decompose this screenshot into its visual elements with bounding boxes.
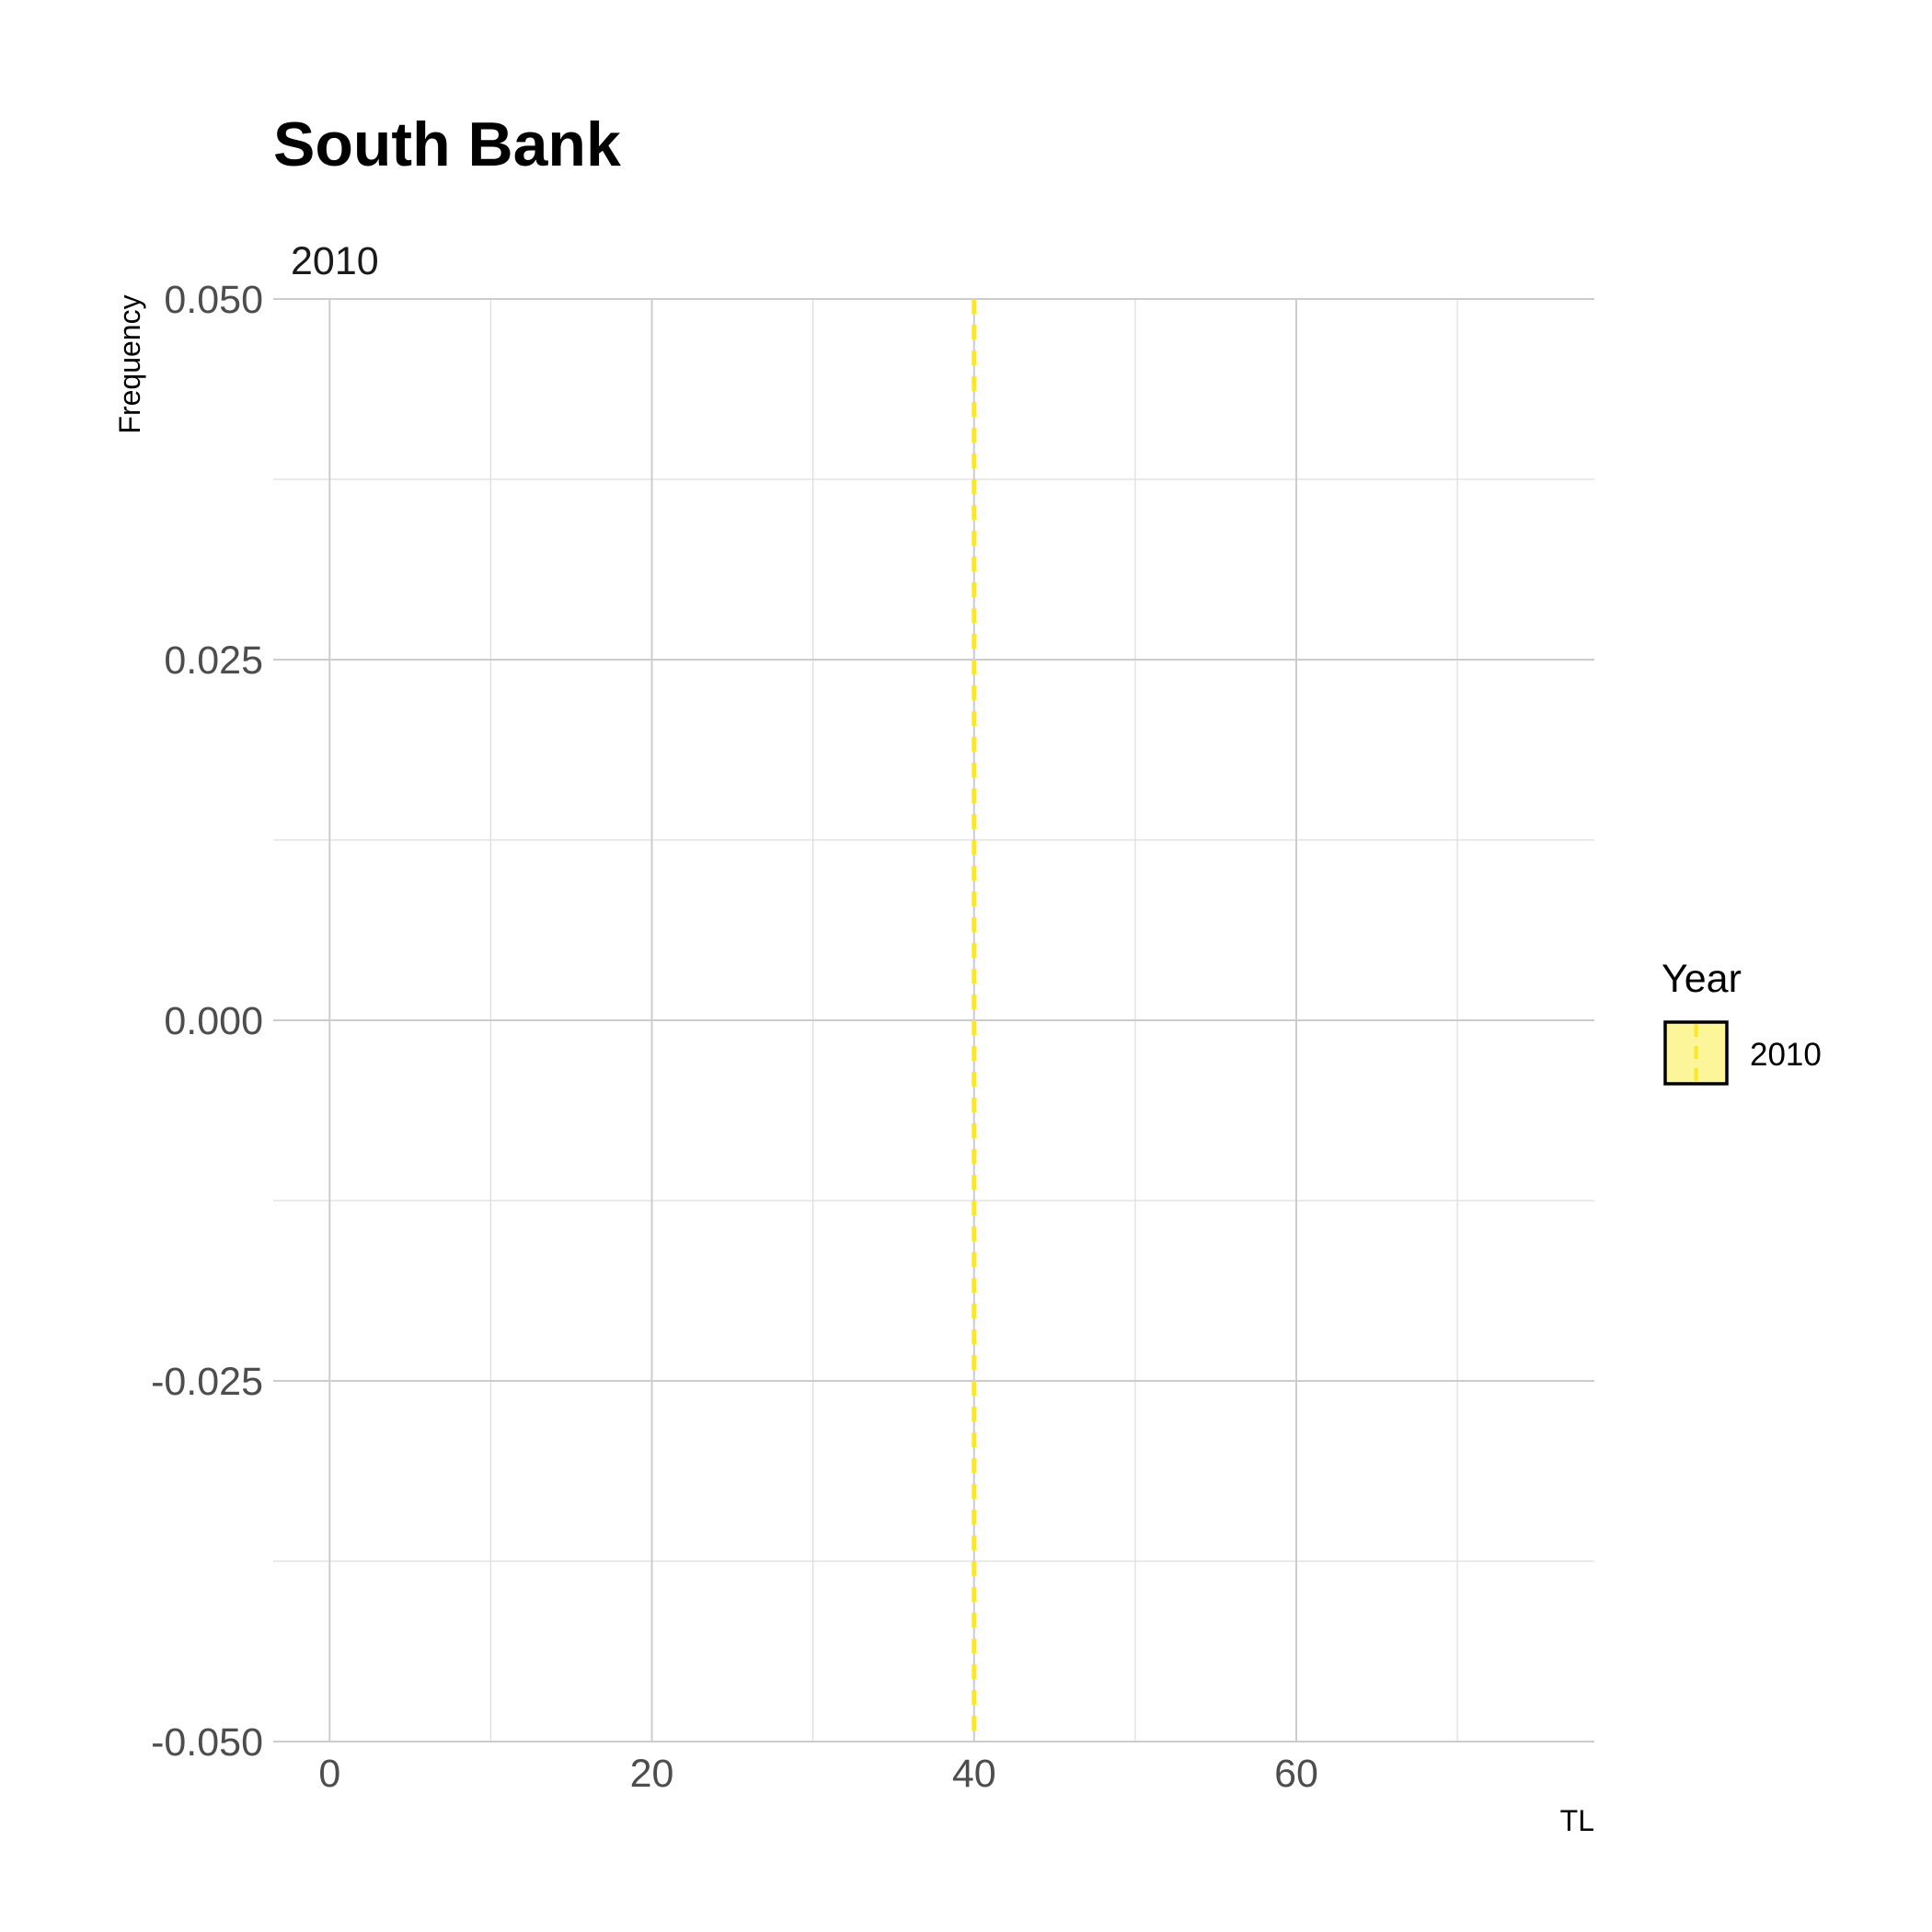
y-tick-label-1: -0.025 xyxy=(151,1360,263,1404)
grid xyxy=(273,298,1594,1742)
chart-title: South Bank xyxy=(273,109,621,179)
y-tick-label-2: 0.000 xyxy=(164,999,263,1043)
y-tick-labels: -0.050 -0.025 0.000 0.025 0.050 xyxy=(151,278,263,1765)
y-tick-label-3: 0.025 xyxy=(164,638,263,683)
x-tick-label-3: 60 xyxy=(1274,1752,1318,1796)
x-tick-labels: 0 20 40 60 xyxy=(318,1752,1318,1796)
facet-label: 2010 xyxy=(291,239,379,283)
legend-label-2010: 2010 xyxy=(1750,1037,1822,1073)
x-tick-label-1: 20 xyxy=(630,1752,674,1796)
x-tick-label-0: 0 xyxy=(318,1752,340,1796)
y-tick-label-4: 0.050 xyxy=(164,278,263,322)
legend-title: Year xyxy=(1662,957,1742,1001)
y-axis-title: Frequency xyxy=(113,294,146,433)
x-axis-title: TL xyxy=(1560,1804,1594,1837)
legend: Year 2010 xyxy=(1662,957,1822,1086)
y-tick-label-0: -0.050 xyxy=(151,1720,263,1765)
x-tick-label-2: 40 xyxy=(952,1752,996,1796)
